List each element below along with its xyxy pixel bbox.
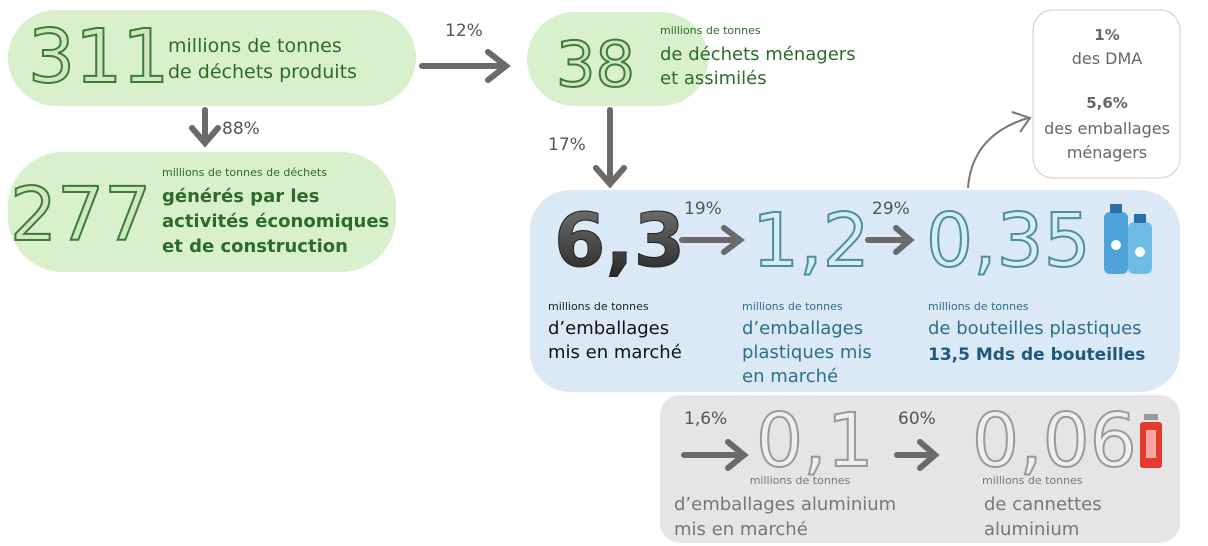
line: plastiques mis [742,342,872,363]
value: 311 [28,14,169,100]
value: 6,3 [554,198,685,284]
value: 277 [10,172,151,258]
caption: millions de tonnes [982,474,1083,487]
percent: 12% [445,21,483,41]
caption: millions de tonnes [928,300,1029,313]
box-household [527,12,708,106]
percent: 19% [684,199,722,219]
line: d’emballages aluminium [674,494,896,515]
note-value: 5,6% [1086,94,1128,112]
percent: 17% [548,135,586,155]
bottle-icon [1104,204,1152,274]
caption: millions de tonnes de déchets [162,166,327,179]
caption: millions de tonnes [660,24,761,37]
note-line: des emballages [1044,119,1170,138]
line: et de construction [162,236,348,257]
box-total [8,10,416,106]
value: 0,06 [972,398,1137,484]
can-icon [1140,414,1162,468]
percent: 29% [872,199,910,219]
line: de bouteilles plastiques [928,318,1142,339]
value: 0,35 [926,198,1091,284]
line: mis en marché [548,342,682,363]
box-economic [8,152,396,272]
line: aluminium [984,519,1079,540]
note-line: ménagers [1067,143,1147,162]
percent: 60% [898,409,936,429]
line: de déchets produits [168,61,357,83]
caption: millions de tonnes [750,474,851,487]
line: de cannettes [984,494,1102,515]
line: mis en marché [674,519,808,540]
line: générés par les [162,186,319,207]
value: 1,2 [752,198,870,284]
percent: 88% [222,119,260,139]
note-value: 1% [1094,26,1119,44]
line: en marché [742,366,838,387]
caption: millions de tonnes [548,300,649,313]
percent: 1,6% [684,409,727,429]
value: 38 [556,28,635,101]
note-line: des DMA [1072,49,1143,68]
line: activités économiques [162,211,389,232]
arrows [189,49,1032,471]
line: d’emballages [742,318,863,339]
labels: 311 millions de tonnes de déchets produi… [9,13,1170,540]
line: millions de tonnes [168,35,342,57]
value: 0,1 [756,398,874,484]
highlight: 13,5 Mds de bouteilles [928,345,1145,365]
line: et assimilés [660,68,767,89]
line: d’emballages [548,318,669,339]
line: de déchets ménagers [660,44,856,65]
box-note [1032,9,1181,179]
caption: millions de tonnes [742,300,843,313]
